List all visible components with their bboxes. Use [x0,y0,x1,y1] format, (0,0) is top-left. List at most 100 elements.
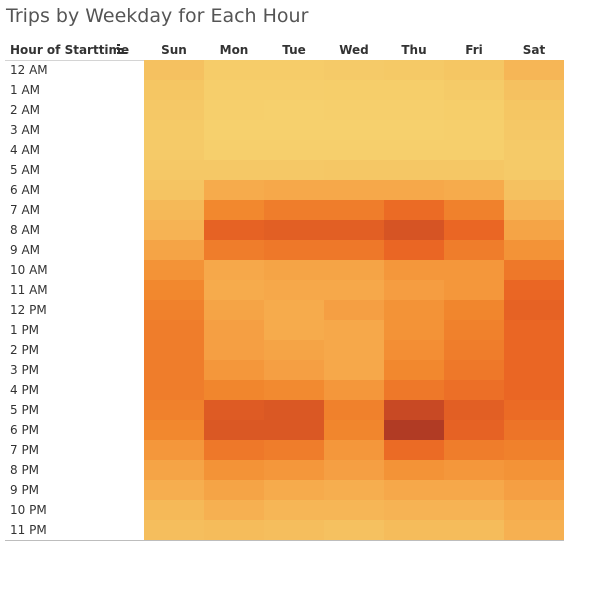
heatmap-cell[interactable] [384,240,444,260]
heatmap-cell[interactable] [144,80,204,100]
heatmap-cell[interactable] [444,320,504,340]
heatmap-cell[interactable] [324,500,384,520]
heatmap-cell[interactable] [504,400,564,420]
heatmap-cell[interactable] [384,160,444,180]
heatmap-cell[interactable] [204,60,264,80]
hour-label[interactable]: 5 PM [10,403,40,417]
heatmap-cell[interactable] [204,120,264,140]
hour-label[interactable]: 1 AM [10,83,41,97]
heatmap-cell[interactable] [324,400,384,420]
hour-label[interactable]: 9 PM [10,483,40,497]
hour-label[interactable]: 11 AM [10,283,48,297]
hour-label[interactable]: 10 PM [10,503,47,517]
heatmap-cell[interactable] [204,420,264,440]
column-label-sat[interactable]: Sat [522,43,546,57]
heatmap-cell[interactable] [144,480,204,500]
heatmap-cell[interactable] [444,160,504,180]
heatmap-cell[interactable] [504,160,564,180]
heatmap-cell[interactable] [384,460,444,480]
heatmap-cell[interactable] [144,300,204,320]
heatmap-cell[interactable] [204,340,264,360]
heatmap-cell[interactable] [204,480,264,500]
hour-label[interactable]: 5 AM [10,163,41,177]
column-label-mon[interactable]: Mon [219,43,249,57]
heatmap-cell[interactable] [324,360,384,380]
heatmap-cell[interactable] [324,380,384,400]
heatmap-cell[interactable] [204,220,264,240]
heatmap-cell[interactable] [264,120,324,140]
heatmap-cell[interactable] [384,360,444,380]
heatmap-cell[interactable] [444,240,504,260]
heatmap-cell[interactable] [204,380,264,400]
heatmap-cell[interactable] [444,120,504,140]
hour-label[interactable]: 7 AM [10,203,41,217]
heatmap-cell[interactable] [444,440,504,460]
heatmap-cell[interactable] [144,280,204,300]
heatmap-cell[interactable] [264,240,324,260]
heatmap-cell[interactable] [264,520,324,540]
heatmap-cell[interactable] [264,220,324,240]
heatmap-cell[interactable] [324,280,384,300]
heatmap-cell[interactable] [504,100,564,120]
heatmap-cell[interactable] [444,460,504,480]
heatmap-cell[interactable] [384,180,444,200]
heatmap-cell[interactable] [144,260,204,280]
heatmap-cell[interactable] [504,240,564,260]
heatmap-cell[interactable] [384,420,444,440]
heatmap-cell[interactable] [504,80,564,100]
heatmap-cell[interactable] [444,300,504,320]
heatmap-cell[interactable] [504,420,564,440]
heatmap-cell[interactable] [144,180,204,200]
heatmap-cell[interactable] [204,200,264,220]
heatmap-cell[interactable] [144,120,204,140]
hour-label[interactable]: 8 PM [10,463,40,477]
heatmap-cell[interactable] [384,60,444,80]
heatmap-cell[interactable] [144,60,204,80]
heatmap-cell[interactable] [384,520,444,540]
heatmap-cell[interactable] [324,140,384,160]
heatmap-cell[interactable] [504,460,564,480]
heatmap-cell[interactable] [444,220,504,240]
heatmap-cell[interactable] [384,120,444,140]
heatmap-cell[interactable] [504,260,564,280]
heatmap-cell[interactable] [264,260,324,280]
heatmap-cell[interactable] [324,120,384,140]
heatmap-cell[interactable] [204,400,264,420]
heatmap-cell[interactable] [204,500,264,520]
heatmap-cell[interactable] [264,60,324,80]
heatmap-cell[interactable] [444,480,504,500]
heatmap-cell[interactable] [504,280,564,300]
heatmap-cell[interactable] [444,100,504,120]
heatmap-cell[interactable] [504,300,564,320]
hour-label[interactable]: 11 PM [10,523,47,537]
hour-label[interactable]: 7 PM [10,443,40,457]
hour-label[interactable]: 4 AM [10,143,41,157]
heatmap-cell[interactable] [264,380,324,400]
heatmap-cell[interactable] [444,140,504,160]
heatmap-cell[interactable] [504,500,564,520]
heatmap-cell[interactable] [324,200,384,220]
heatmap-cell[interactable] [204,260,264,280]
heatmap-cell[interactable] [504,320,564,340]
heatmap-cell[interactable] [384,260,444,280]
heatmap-cell[interactable] [264,320,324,340]
heatmap-cell[interactable] [324,60,384,80]
heatmap-cell[interactable] [384,80,444,100]
heatmap-cell[interactable] [144,340,204,360]
heatmap-cell[interactable] [144,460,204,480]
heatmap-cell[interactable] [204,280,264,300]
heatmap-cell[interactable] [144,380,204,400]
heatmap-cell[interactable] [444,500,504,520]
heatmap-cell[interactable] [504,200,564,220]
heatmap-cell[interactable] [264,140,324,160]
heatmap-cell[interactable] [204,180,264,200]
heatmap-cell[interactable] [444,340,504,360]
heatmap-cell[interactable] [204,140,264,160]
heatmap-cell[interactable] [144,360,204,380]
heatmap-cell[interactable] [504,60,564,80]
heatmap-cell[interactable] [384,440,444,460]
hour-label[interactable]: 12 PM [10,303,47,317]
hour-label[interactable]: 6 PM [10,423,40,437]
heatmap-cell[interactable] [444,180,504,200]
heatmap-cell[interactable] [144,420,204,440]
